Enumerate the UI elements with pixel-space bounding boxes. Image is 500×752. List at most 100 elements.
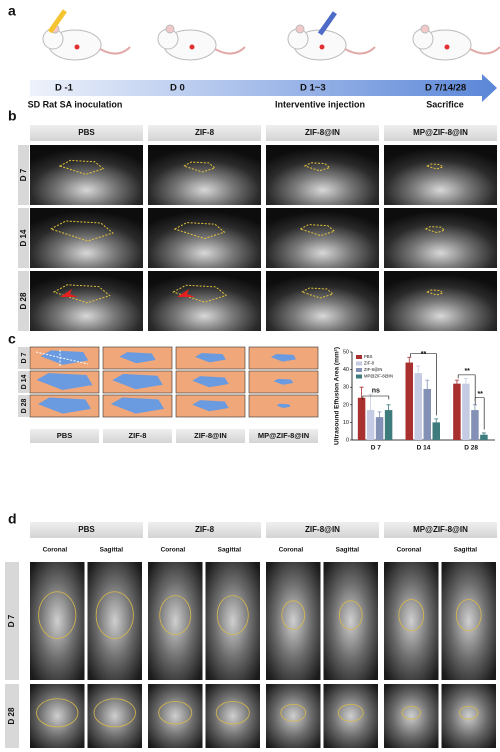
timeline-day: D 1~3 (300, 83, 326, 94)
mri-image (30, 562, 85, 680)
y-tick-label: 20 (343, 402, 349, 408)
effusion-outline (172, 284, 228, 303)
view-label: Coronal (279, 547, 304, 554)
mri-image (30, 684, 85, 748)
rat-ear (165, 24, 175, 34)
row-header-label: D 7 (21, 352, 28, 363)
row-header-label: D 14 (21, 375, 28, 390)
bracket (410, 353, 437, 416)
bar (471, 410, 479, 440)
view-label: Coronal (43, 547, 68, 554)
ultrasound-image (148, 145, 261, 205)
effusion-shape (192, 376, 229, 388)
column-header (148, 522, 261, 538)
mri-image (323, 562, 378, 680)
column-header (30, 125, 143, 141)
bar (480, 434, 488, 440)
mri-image (323, 684, 378, 748)
indicator-arrow (60, 289, 78, 297)
effusion-shape (119, 352, 156, 364)
legend-swatch (356, 361, 362, 366)
legend-label: ZIF-8@IN (364, 367, 382, 372)
timeline-arrow (30, 74, 497, 102)
row-header (5, 562, 19, 680)
effusion-shape (40, 350, 89, 365)
bracket (474, 397, 485, 430)
effusion-outline (58, 159, 105, 175)
x-tick-label: D 14 (417, 445, 431, 452)
column-header-label: ZIF-8@IN (305, 525, 340, 534)
lesion-outline (281, 600, 306, 630)
measure-arrows (35, 350, 89, 366)
column-footer (176, 429, 245, 443)
ultrasound-image (148, 208, 261, 268)
row-header (18, 208, 29, 268)
effusion-shape (276, 403, 291, 408)
y-tick-label: 10 (343, 420, 349, 426)
panel-label: b (8, 108, 17, 124)
column-header (148, 125, 261, 141)
panel-label: c (8, 331, 16, 347)
y-tick-label: 0 (346, 437, 349, 443)
y-tick-label: 40 (343, 367, 349, 373)
ultrasound-image (148, 271, 261, 331)
syringe (317, 11, 337, 36)
mri-image (87, 684, 142, 748)
injection-site (444, 44, 450, 50)
lesion-outline (401, 706, 421, 720)
timeline-event: Sacrifice (426, 99, 464, 109)
effusion-shape (273, 378, 294, 385)
y-tick-label: 30 (343, 385, 349, 391)
row-header-label: D 7 (19, 168, 28, 181)
column-footer-label: ZIF-8 (129, 431, 147, 440)
ultrasound-image (30, 271, 143, 331)
lesion-outline (159, 595, 192, 635)
column-header-label: ZIF-8 (195, 128, 215, 137)
legend-swatch (356, 368, 362, 372)
row-header (5, 684, 19, 748)
row-header-label: D 28 (21, 399, 28, 414)
y-tick-label: 50 (343, 349, 349, 355)
ultrasound-image (384, 145, 497, 205)
column-header (384, 125, 497, 141)
view-label: Sagittal (336, 547, 360, 554)
row-header (18, 395, 29, 417)
effusion-shape (37, 397, 92, 414)
row-header-label: D 7 (7, 614, 16, 627)
error-bar (386, 404, 391, 416)
bar (384, 410, 393, 440)
mri-image (205, 562, 260, 680)
error-bar (377, 411, 382, 423)
column-header (384, 522, 497, 538)
error-bar (454, 379, 459, 388)
timeline-day: D -1 (55, 83, 74, 94)
lesion-outline (38, 591, 77, 639)
row-header (18, 271, 29, 331)
lesion-outline (455, 599, 482, 632)
y-axis-label: Ultrasound Effusion Area (mm²) (334, 347, 341, 445)
column-header-label: MP@ZIF-8@IN (413, 128, 468, 137)
effusion-outline (300, 287, 334, 299)
column-footer (103, 429, 172, 443)
ultrasound-image (384, 271, 497, 331)
mri-image (441, 562, 496, 680)
row-header-label: D 28 (7, 707, 16, 724)
significance-label: ** (464, 368, 470, 375)
timeline-event: Interventive injection (275, 99, 365, 109)
lesion-outline (337, 703, 364, 722)
column-footer-label: ZIF-8@IN (194, 431, 227, 440)
column-header-label: ZIF-8@IN (305, 128, 340, 137)
significance-label: ** (421, 351, 427, 358)
panel-label: a (8, 3, 16, 19)
mri-image (441, 684, 496, 748)
mri-image (384, 562, 439, 680)
legend-swatch (356, 355, 362, 359)
view-label: Sagittal (218, 547, 242, 554)
lesion-outline (95, 591, 134, 639)
effusion-outline (426, 289, 444, 296)
column-footer-label: PBS (57, 431, 72, 440)
column-header-label: MP@ZIF-8@IN (413, 525, 468, 534)
bar (462, 383, 470, 440)
effusion-outline (173, 222, 226, 240)
